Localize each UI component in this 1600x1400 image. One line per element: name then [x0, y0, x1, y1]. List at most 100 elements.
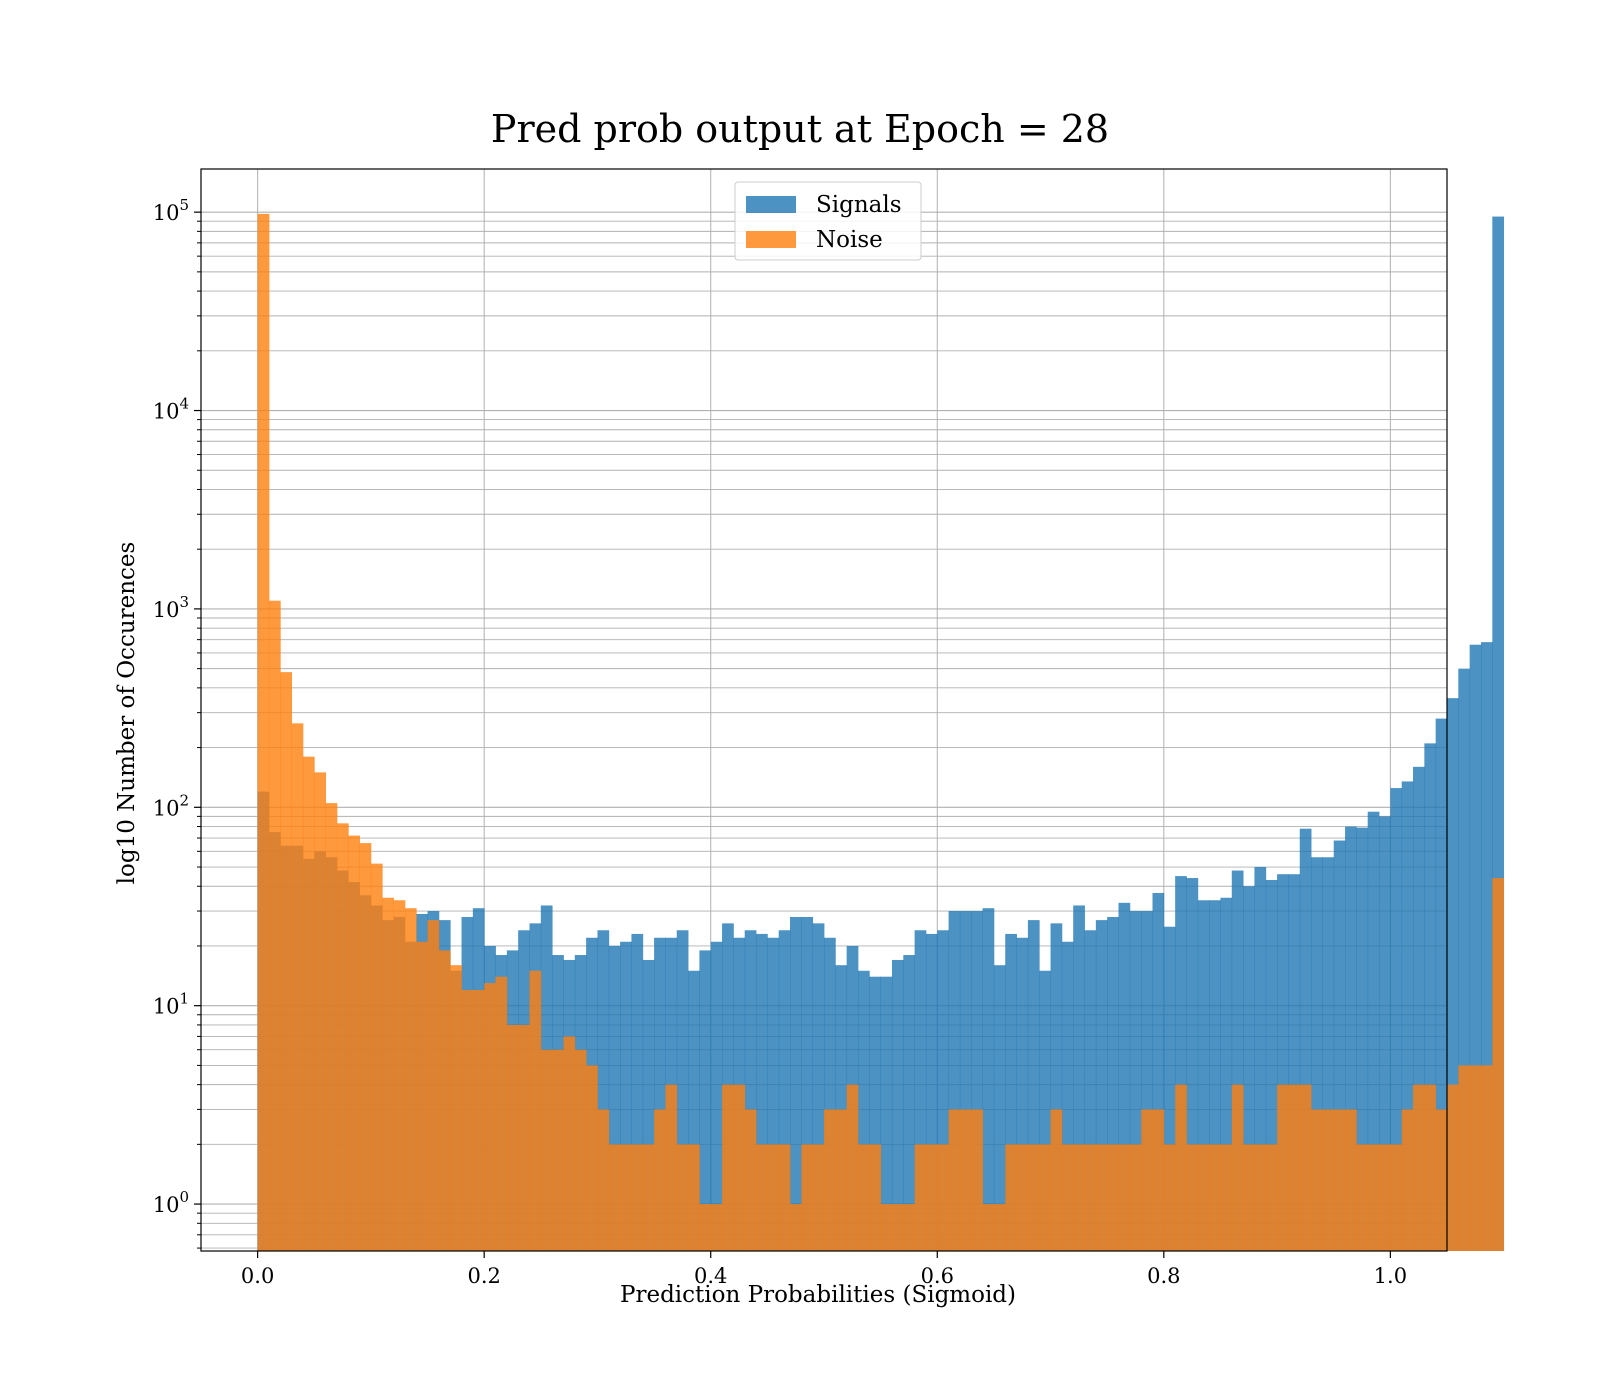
bar	[1197, 1144, 1210, 1251]
bar	[620, 1144, 632, 1251]
bar	[1288, 874, 1301, 1251]
bar	[1050, 1109, 1063, 1251]
bar	[1186, 1144, 1199, 1251]
bar	[1333, 840, 1346, 1251]
bar	[948, 911, 961, 1251]
bar	[722, 1084, 734, 1251]
bar	[948, 1109, 961, 1251]
bar	[959, 1109, 972, 1251]
bar	[914, 1144, 927, 1251]
x-tick-label: 0.6	[921, 1264, 954, 1288]
bar	[291, 723, 304, 1251]
bar	[1356, 827, 1369, 1251]
bar	[869, 1144, 882, 1251]
bar	[1163, 1144, 1176, 1251]
bar	[891, 959, 904, 1251]
bar	[631, 933, 644, 1251]
bar	[631, 1144, 644, 1251]
x-tick-label: 0.0	[241, 1264, 274, 1288]
bar	[1005, 1144, 1017, 1251]
bar	[1492, 216, 1505, 1252]
bar	[676, 1144, 689, 1251]
bar	[982, 908, 995, 1251]
bar	[348, 835, 360, 1251]
bar	[518, 1024, 530, 1251]
bar	[1152, 1109, 1165, 1251]
legend: Signals Noise	[734, 181, 922, 261]
bar	[1118, 1144, 1131, 1251]
bar	[676, 930, 689, 1251]
bar	[1107, 916, 1119, 1251]
bar	[302, 756, 315, 1251]
bar	[1458, 1065, 1471, 1251]
bar	[937, 1144, 949, 1251]
bar	[1469, 1065, 1482, 1251]
bar	[1231, 870, 1244, 1251]
y-tick-label: 105	[153, 196, 189, 225]
bar	[1061, 941, 1074, 1251]
bar	[959, 911, 972, 1251]
y-axis-ticks: 100 101 102 103 104 105	[153, 196, 201, 1249]
bar	[880, 1204, 893, 1251]
bar	[756, 1144, 768, 1251]
bar	[495, 976, 508, 1251]
bar	[642, 959, 655, 1251]
y-tick-label: 102	[153, 791, 189, 820]
bar	[1379, 816, 1391, 1251]
bar	[1367, 1144, 1380, 1251]
bar	[1345, 1109, 1357, 1251]
bar	[1322, 1109, 1335, 1251]
chart-title: Pred prob output at Epoch = 28	[491, 107, 1109, 151]
bar	[857, 970, 870, 1251]
bar	[597, 1109, 610, 1251]
bar	[642, 1144, 655, 1251]
bar	[869, 976, 882, 1251]
bar	[1367, 811, 1380, 1251]
histogram-bars	[257, 213, 1505, 1252]
bar	[971, 911, 983, 1251]
bar	[1039, 970, 1051, 1251]
bar	[857, 1144, 870, 1251]
bar	[574, 1049, 587, 1251]
bar	[1424, 1084, 1437, 1251]
bar	[1265, 1144, 1278, 1251]
bar	[688, 970, 700, 1251]
bar	[1220, 1144, 1233, 1251]
bar	[314, 772, 326, 1251]
bar	[1027, 920, 1040, 1251]
bar	[1390, 1144, 1403, 1251]
bar	[1345, 826, 1357, 1251]
bar	[586, 1065, 598, 1251]
bar	[971, 1109, 983, 1251]
bar	[778, 1144, 791, 1251]
bar	[812, 923, 825, 1251]
bar	[790, 916, 802, 1251]
bar	[268, 600, 281, 1251]
bar	[1469, 644, 1482, 1251]
bar	[529, 970, 542, 1251]
bar	[778, 930, 791, 1251]
bar	[1061, 1144, 1074, 1251]
bar	[1141, 1109, 1153, 1251]
legend-swatch-signals	[746, 196, 796, 213]
bar	[1197, 900, 1210, 1251]
x-tick-label: 0.2	[467, 1264, 500, 1288]
bar	[1220, 897, 1233, 1251]
x-tick-label: 0.4	[694, 1264, 727, 1288]
bar	[257, 213, 270, 1252]
bar	[1277, 1084, 1289, 1251]
bar	[1254, 867, 1267, 1251]
bar	[824, 1109, 836, 1251]
bar	[925, 1144, 938, 1251]
bar	[756, 933, 768, 1251]
bar	[1435, 1109, 1448, 1251]
bar	[733, 1084, 746, 1251]
bar	[710, 941, 723, 1251]
bar	[1243, 886, 1255, 1251]
bar	[280, 672, 293, 1251]
bar	[1016, 937, 1029, 1251]
bar	[1322, 857, 1335, 1251]
bar	[472, 989, 485, 1251]
bar	[597, 930, 610, 1251]
bar	[563, 1036, 576, 1251]
